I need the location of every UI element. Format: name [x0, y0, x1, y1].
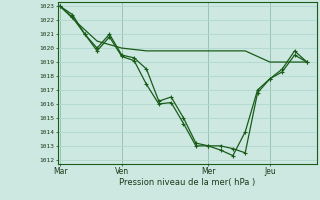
X-axis label: Pression niveau de la mer( hPa ): Pression niveau de la mer( hPa )	[119, 178, 255, 187]
